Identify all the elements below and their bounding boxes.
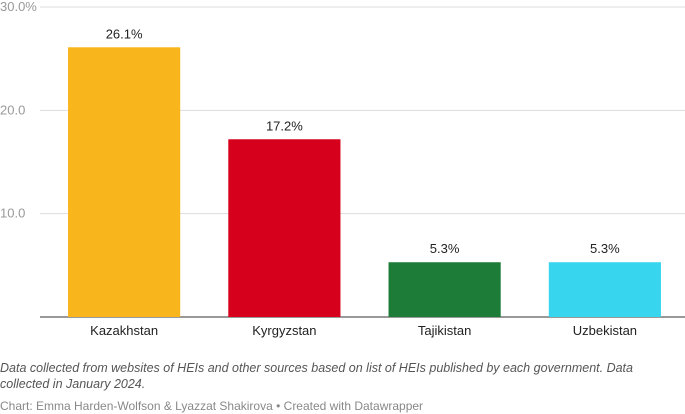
value-label: 26.1% [106, 26, 143, 41]
x-tick-label: Kazakhstan [90, 323, 158, 338]
y-tick-label: 10.0 [0, 206, 25, 221]
x-tick-label: Uzbekistan [573, 323, 637, 338]
bar [228, 139, 341, 317]
value-label: 5.3% [590, 241, 620, 256]
x-tick-label: Tajikistan [418, 323, 471, 338]
bar [548, 262, 661, 317]
x-tick-label: Kyrgyzstan [252, 323, 316, 338]
chart: 10.0 20.0 30.0% Kazakhstan 26.1% Kyrgyzstan 17… [0, 0, 685, 338]
credit: Chart: Emma Harden-Wolfson & Lyazzat Sha… [0, 399, 424, 413]
y-tick-label: 30.0% [0, 0, 37, 14]
value-label: 5.3% [430, 241, 460, 256]
footnote: Data collected from websites of HEIs and… [0, 361, 633, 391]
value-label: 17.2% [266, 118, 303, 133]
bar [388, 262, 501, 317]
y-tick-label: 20.0 [0, 102, 25, 117]
bar [68, 47, 181, 318]
